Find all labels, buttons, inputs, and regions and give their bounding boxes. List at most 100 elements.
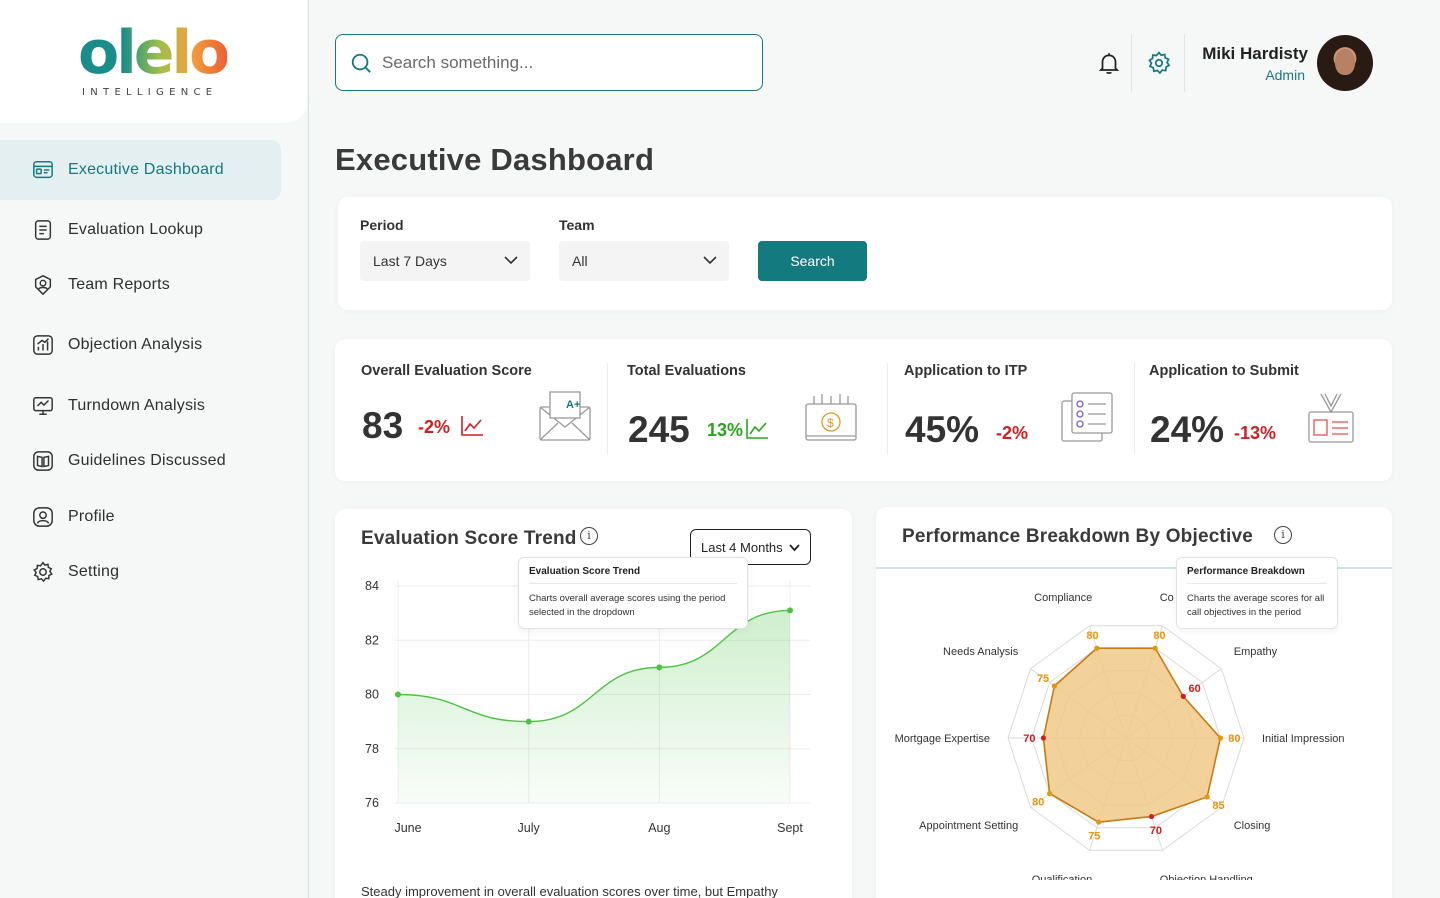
radar-value-label: 80 xyxy=(1086,630,1098,642)
id-badge-icon xyxy=(1308,393,1354,443)
tooltip-title: Evaluation Score Trend xyxy=(529,566,737,584)
kpi-delta: -13% xyxy=(1234,423,1277,443)
tooltip-body: Charts the average scores for all call o… xyxy=(1187,593,1325,618)
radar-axis-label: Empathy xyxy=(1234,646,1278,658)
sidebar-item-label: Guidelines Discussed xyxy=(68,452,226,469)
info-icon[interactable]: i xyxy=(580,527,598,545)
radar-tooltip: Performance Breakdown Charts the average… xyxy=(1176,557,1338,629)
y-tick-label: 84 xyxy=(365,579,379,593)
kpi-delta: -2% xyxy=(418,417,451,437)
range-dropdown[interactable]: Last 4 Months xyxy=(690,529,811,565)
sidebar-item-label: Objection Analysis xyxy=(68,336,203,353)
kpi-value: 83 xyxy=(362,405,404,446)
sidebar-item-guidelines-discussed[interactable]: Guidelines Discussed xyxy=(0,431,281,491)
radar-value-label: 80 xyxy=(1153,630,1165,642)
search-bar[interactable] xyxy=(335,34,763,91)
gear-icon[interactable] xyxy=(1146,50,1172,76)
y-tick-label: 82 xyxy=(365,633,379,647)
kpi-value: 24% xyxy=(1150,409,1225,450)
tooltip-title: Performance Breakdown xyxy=(1187,566,1327,584)
team-icon xyxy=(34,275,52,296)
user-role: Admin xyxy=(1265,67,1305,83)
kpi-divider xyxy=(607,363,608,455)
kpi-title: Total Evaluations xyxy=(627,363,746,379)
sidebar-item-objection-analysis[interactable]: Objection Analysis xyxy=(0,315,281,375)
trend-chart-icon xyxy=(746,419,768,439)
trend-title: Evaluation Score Trend xyxy=(361,528,577,549)
sidebar-item-profile[interactable]: Profile xyxy=(0,487,281,547)
chevron-down-icon xyxy=(703,256,717,265)
radar-point xyxy=(1204,794,1210,800)
radar-axis-label: Co xyxy=(1160,592,1174,604)
svg-text:$: $ xyxy=(827,416,834,430)
radar-value-label: 80 xyxy=(1228,733,1240,745)
radar-axis-label: Mortgage Expertise xyxy=(895,733,990,745)
kpi-title: Application to Submit xyxy=(1149,363,1299,379)
grade-envelope-icon: A+ xyxy=(539,391,591,441)
radar-axis-label: Objection Handling xyxy=(1160,874,1253,880)
trend-tooltip: Evaluation Score Trend Charts overall av… xyxy=(518,557,748,629)
tooltip-body: Charts overall average scores using the … xyxy=(529,593,726,618)
sidebar-item-team-reports[interactable]: Team Reports xyxy=(0,255,281,315)
sidebar-item-label: Executive Dashboard xyxy=(68,161,224,178)
trend-chart-icon xyxy=(461,416,483,436)
sidebar-item-turndown-analysis[interactable]: Turndown Analysis xyxy=(0,376,281,436)
logo-subtitle: INTELLIGENCE xyxy=(82,87,218,98)
sidebar-item-executive-dashboard[interactable]: Executive Dashboard xyxy=(0,140,281,200)
presentation-icon xyxy=(33,397,53,415)
radar-axis-label: Compliance xyxy=(1034,592,1092,604)
sidebar-item-label: Profile xyxy=(68,508,115,525)
dashboard-icon xyxy=(33,161,53,179)
info-icon[interactable]: i xyxy=(1274,526,1292,544)
radar-series xyxy=(1042,647,1222,823)
kpi-delta: 13% xyxy=(707,420,744,440)
radar-value-label: 75 xyxy=(1037,673,1049,685)
radar-point xyxy=(1217,735,1223,741)
radar-point xyxy=(1148,813,1155,820)
y-tick-label: 76 xyxy=(365,796,379,810)
logo-wordmark: olelo xyxy=(78,18,230,88)
kpi-divider xyxy=(1134,363,1135,455)
period-select[interactable]: Last 7 Days xyxy=(360,241,530,281)
gear-icon xyxy=(33,561,53,583)
sidebar-item-evaluation-lookup[interactable]: Evaluation Lookup xyxy=(0,200,281,260)
search-input[interactable] xyxy=(382,52,722,73)
trend-area xyxy=(398,610,790,803)
bell-icon[interactable] xyxy=(1096,50,1122,76)
x-tick-label: July xyxy=(518,821,541,835)
y-tick-label: 78 xyxy=(365,742,379,756)
radar-value-label: 60 xyxy=(1188,683,1200,695)
sidebar-item-label: Evaluation Lookup xyxy=(68,221,204,238)
radar-header-divider xyxy=(876,567,1392,569)
radar-value-label: 75 xyxy=(1088,830,1100,842)
chevron-down-icon xyxy=(504,256,518,265)
radar-axis-label: Needs Analysis xyxy=(943,646,1019,658)
money-icon: $ xyxy=(805,394,857,441)
x-tick-label: Aug xyxy=(648,821,670,835)
profile-icon xyxy=(33,507,53,527)
trend-line xyxy=(397,609,791,723)
range-dropdown-value: Last 4 Months xyxy=(701,539,783,555)
sidebar-item-setting[interactable]: Setting xyxy=(0,542,281,602)
team-label: Team xyxy=(559,217,595,233)
team-select-value: All xyxy=(572,253,588,269)
avatar[interactable] xyxy=(1317,35,1373,91)
sidebar-item-label: Team Reports xyxy=(68,276,170,293)
radar-point xyxy=(1047,790,1053,797)
x-tick-label: June xyxy=(394,821,421,835)
team-select[interactable]: All xyxy=(559,241,729,281)
period-label: Period xyxy=(360,217,404,233)
kpi-divider xyxy=(887,363,888,455)
radar-point xyxy=(1051,683,1058,689)
radar-point xyxy=(1040,735,1046,741)
radar-point xyxy=(1094,645,1100,651)
clipboard-icon xyxy=(34,220,52,240)
search-icon xyxy=(351,53,371,73)
radar-title: Performance Breakdown By Objective xyxy=(902,526,1254,547)
radar-value-label: 70 xyxy=(1150,825,1162,837)
radar-point xyxy=(1180,693,1186,699)
search-button[interactable]: Search xyxy=(758,241,867,281)
radar-axis-label: Initial Impression xyxy=(1262,733,1345,745)
trend-point xyxy=(525,718,532,725)
radar-value-label: 85 xyxy=(1212,800,1224,812)
